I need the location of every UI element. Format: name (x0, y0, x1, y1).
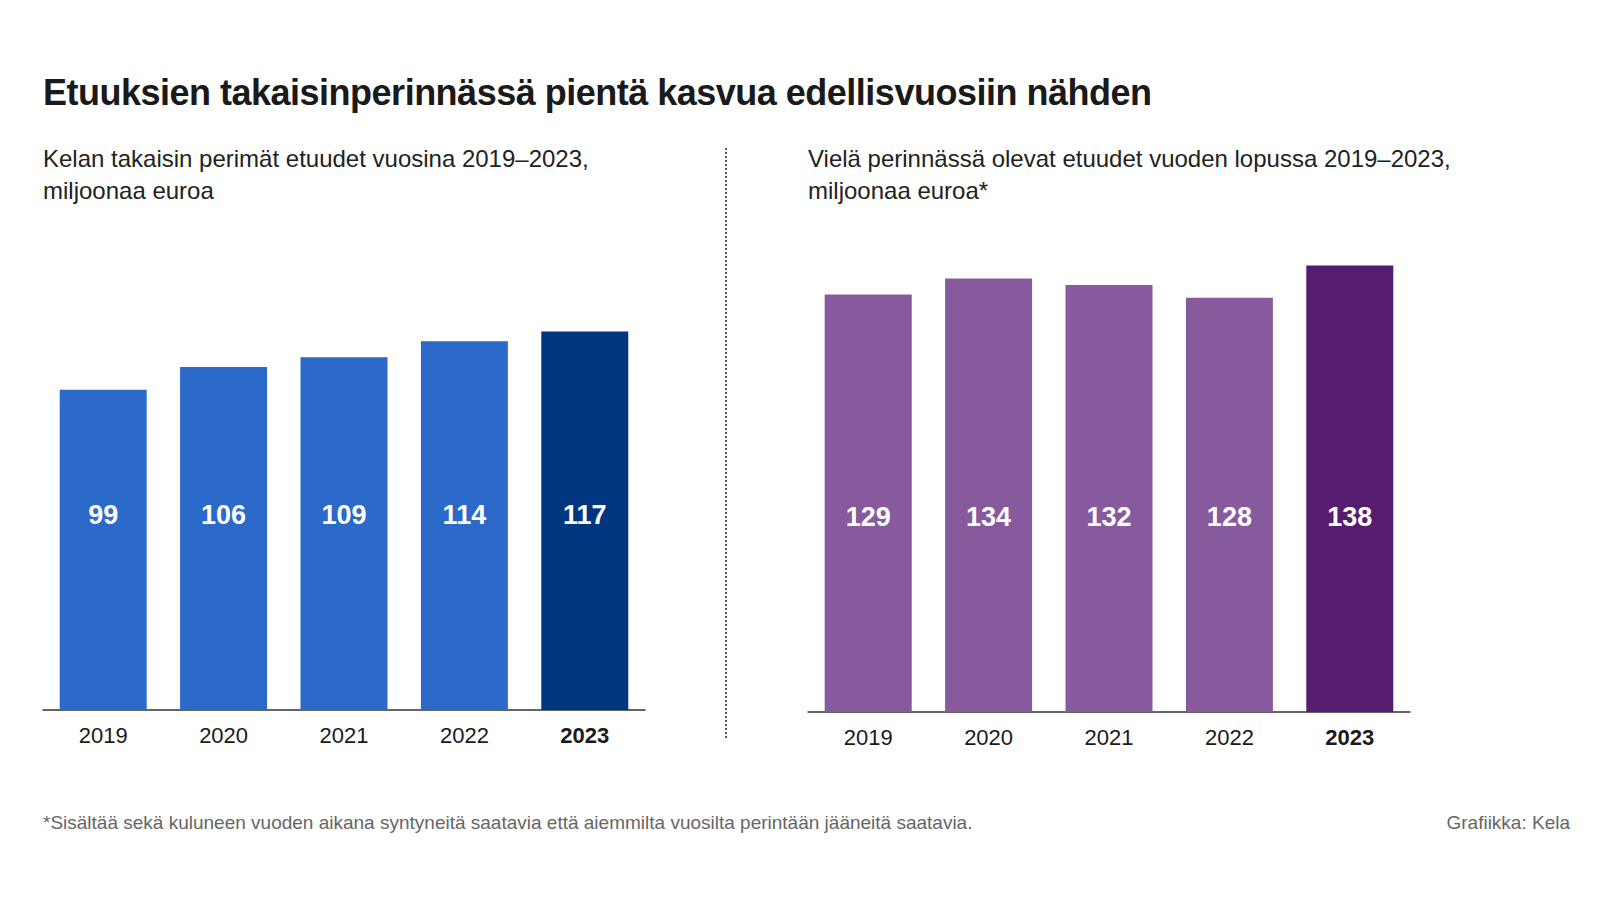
svg-text:2022: 2022 (440, 723, 489, 748)
svg-text:2020: 2020 (964, 725, 1013, 750)
svg-text:129: 129 (846, 502, 891, 532)
svg-text:128: 128 (1207, 502, 1252, 532)
svg-text:134: 134 (966, 502, 1011, 532)
svg-text:106: 106 (201, 500, 246, 530)
svg-text:2023: 2023 (1325, 725, 1374, 750)
html-text:Grafiikka: Kela: Grafiikka: Kela (1446, 812, 1570, 833)
svg-text:2021: 2021 (320, 723, 369, 748)
svg-text:2019: 2019 (844, 725, 893, 750)
svg-text:2023: 2023 (560, 723, 609, 748)
html-text:Vielä perinnässä olevat etuude: Vielä perinnässä olevat etuudet vuoden l… (808, 145, 1451, 204)
svg-text:2022: 2022 (1205, 725, 1254, 750)
svg-text:99: 99 (88, 500, 118, 530)
svg-text:114: 114 (443, 500, 487, 530)
html-text:Kelan takaisin perimät etuudet: Kelan takaisin perimät etuudet vuosina 2… (43, 145, 589, 204)
svg-text:2021: 2021 (1085, 725, 1134, 750)
svg-text:117: 117 (563, 500, 607, 530)
svg-text:109: 109 (321, 500, 366, 530)
svg-text:2020: 2020 (199, 723, 248, 748)
svg-text:2019: 2019 (79, 723, 128, 748)
html-text:*Sisältää sekä kuluneen vuoden: *Sisältää sekä kuluneen vuoden aikana sy… (43, 812, 973, 833)
html-text:Etuuksien takaisinperinnässä p: Etuuksien takaisinperinnässä pientä kasv… (43, 72, 1152, 113)
svg-text:138: 138 (1327, 502, 1372, 532)
svg-text:132: 132 (1086, 502, 1131, 532)
